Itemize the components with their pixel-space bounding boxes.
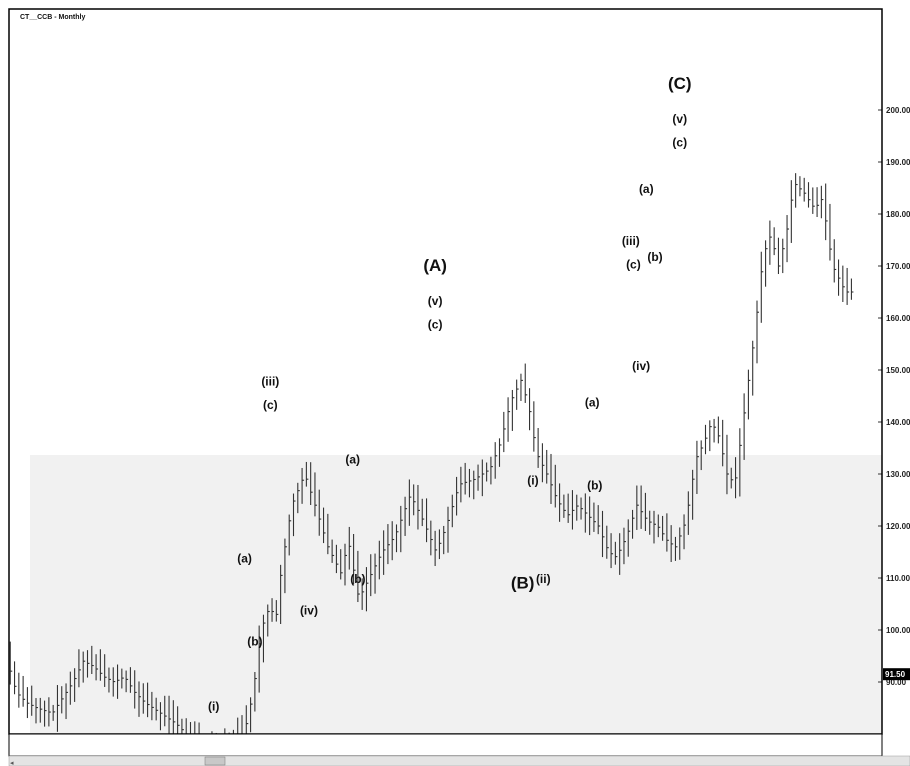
y-tick-label: 90.00 (886, 678, 907, 687)
last-price-label: 91.50 (885, 670, 906, 679)
wave-label: (iii) (622, 234, 640, 248)
wave-label: (c) (626, 258, 641, 272)
wave-label: (b) (647, 250, 662, 264)
y-tick-label: 120.00 (886, 522, 910, 531)
wave-label: (v) (672, 112, 687, 126)
wave-annotations: (i) (ii) (a) (b) (iii) (c) (iv) (a) (b) (A) (v) (c)… (208, 74, 692, 766)
y-tick-label: 130.00 (886, 470, 910, 479)
wave-label: (i) (527, 473, 538, 487)
wave-label: (a) (639, 182, 654, 196)
wave-label: (iv) (632, 359, 650, 373)
x-axis-strip (8, 733, 883, 757)
y-tick-label: 160.00 (886, 314, 910, 323)
wave-label: (b) (350, 572, 365, 586)
price-bars (9, 173, 854, 766)
lower-shade-band (30, 455, 882, 734)
y-tick-label: 180.00 (886, 210, 910, 219)
wave-label: (v) (428, 294, 443, 308)
scroll-left-arrow-icon[interactable]: ◂ (10, 759, 14, 766)
scrollbar-track[interactable] (8, 755, 910, 766)
wave-label: (iv) (300, 603, 318, 617)
y-tick-label: 200.00 (886, 106, 910, 115)
wave-label: (iii) (261, 375, 279, 389)
y-tick-label: 170.00 (886, 262, 910, 271)
chart-title: CT__CCB - Monthly (20, 14, 85, 21)
wave-label: (a) (585, 395, 600, 409)
wave-label: (i) (208, 700, 219, 714)
scrollbar-thumb[interactable] (204, 756, 226, 766)
y-tick-label: 140.00 (886, 418, 910, 427)
wave-label: (c) (428, 317, 443, 331)
wave-label: (c) (672, 135, 687, 149)
wave-label: (c) (263, 398, 278, 412)
wave-label: (b) (587, 479, 602, 493)
wave-label: (a) (237, 551, 252, 565)
wave-label: (b) (247, 635, 262, 649)
horizontal-scrollbar[interactable]: ◂ (8, 755, 910, 766)
wave-label: (C) (668, 74, 692, 93)
y-axis: 90.00 100.00 110.00 120.00 130.00 140.00 150.0… (878, 106, 910, 687)
y-tick-label: 110.00 (886, 574, 910, 583)
y-tick-label: 150.00 (886, 366, 910, 375)
last-price-marker: 91.50 (883, 668, 910, 681)
wave-label: (a) (345, 453, 360, 467)
last-price-box (883, 668, 910, 681)
wave-label: (ii) (536, 572, 551, 586)
wave-label: (A) (423, 256, 447, 275)
y-tick-label: 190.00 (886, 158, 910, 167)
y-tick-label: 100.00 (886, 626, 910, 635)
wave-label: (B) (511, 573, 535, 592)
